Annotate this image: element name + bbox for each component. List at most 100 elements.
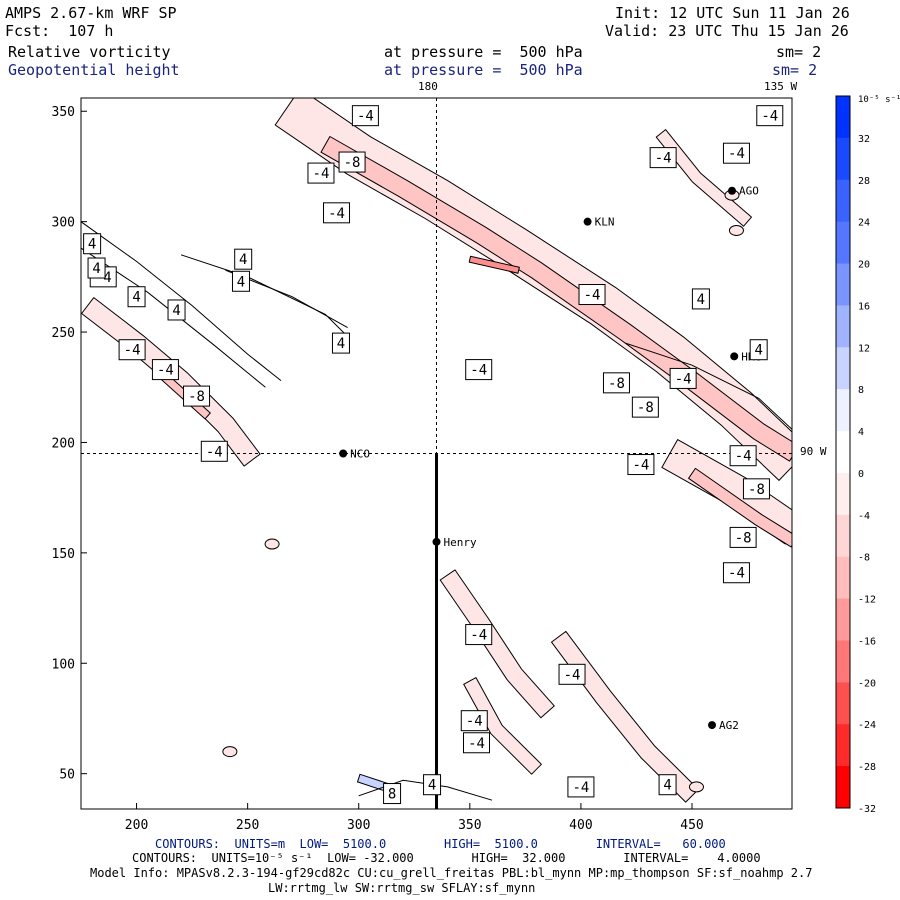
- contour-label-box: [383, 783, 402, 805]
- contour-label-box: [127, 286, 146, 308]
- colorbar-label: 12: [858, 343, 870, 354]
- contour-blob: [264, 538, 280, 550]
- contour-label-box: [749, 339, 768, 361]
- x-tick-label: 250: [236, 818, 259, 833]
- colorbar-segment: [836, 724, 850, 767]
- band-north-east: [655, 129, 752, 227]
- contour-label-box: [729, 445, 757, 467]
- contour-label-box: [669, 367, 697, 389]
- colorbar-segment: [836, 598, 850, 641]
- contour-label-box: [183, 385, 211, 407]
- contour-label-box: [338, 151, 366, 173]
- station-dot: [708, 721, 717, 730]
- contour-label-box: [465, 359, 493, 381]
- x-tick-label: 450: [680, 818, 703, 833]
- positive-contour: [625, 342, 792, 431]
- contour-label-box: [151, 359, 179, 381]
- colorbar-segment: [836, 514, 850, 558]
- contour-label-box: [602, 372, 630, 394]
- field1-name: Relative vorticity: [8, 43, 171, 61]
- station-label: AGO: [739, 185, 759, 198]
- contour-label-box: [323, 202, 351, 224]
- contour-label: -8: [608, 376, 625, 392]
- y-tick-label: 300: [52, 216, 75, 231]
- contour-blob: [688, 781, 704, 793]
- colorbar-segment: [836, 431, 850, 474]
- field2-smoothing: sm= 2: [772, 61, 818, 79]
- contour-label: 4: [88, 237, 96, 253]
- contour-label: 4: [697, 292, 705, 308]
- contour-label: -8: [344, 155, 361, 171]
- colorbar-label: 4: [858, 427, 864, 438]
- contour-label: -8: [748, 482, 765, 498]
- colorbar-label: -28: [858, 762, 876, 773]
- contour-label-box: [742, 478, 770, 500]
- colorbar-label: -8: [858, 553, 870, 564]
- contour-label-box: [87, 257, 106, 279]
- station-label: AG2: [719, 719, 739, 732]
- contour-label-box: [658, 774, 677, 796]
- colorbar-segment: [836, 96, 850, 139]
- colorbar-label: -4: [858, 511, 870, 522]
- contour-label: -4: [357, 109, 374, 125]
- colorbar-label: 32: [858, 134, 870, 145]
- station-dot: [583, 217, 592, 226]
- contour-label: 4: [237, 274, 245, 290]
- contour-label: -4: [728, 566, 745, 582]
- y-tick-label: 200: [52, 436, 75, 451]
- colorbar-label: 8: [858, 385, 864, 396]
- contour-label: -4: [466, 714, 483, 730]
- contour-label: -4: [206, 444, 223, 460]
- footer-physics-info: LW:rrtmg_lw SW:rrtmg_sw SFLAY:sf_mynn: [268, 881, 536, 895]
- contour-label: 4: [132, 290, 140, 306]
- y-tick-label: 50: [59, 768, 75, 783]
- colorbar-segment: [836, 682, 850, 725]
- colorbar-label: 24: [858, 218, 870, 229]
- band-main-core: [468, 255, 520, 274]
- contour-label: -4: [675, 371, 692, 387]
- contour-label-box: [567, 776, 595, 798]
- contour-label-box: [756, 105, 784, 127]
- contour-label: 8: [388, 787, 396, 803]
- colorbar-unit: 10⁻⁵ s⁻¹: [858, 95, 900, 105]
- colorbar-segment: [836, 472, 850, 516]
- contour-label: 4: [663, 778, 671, 794]
- colorbar-segment: [836, 179, 850, 223]
- contour-label-box: [351, 105, 379, 127]
- init-time: Init: 12 UTC Sun 11 Jan 26: [615, 4, 850, 22]
- y-tick-label: 100: [52, 657, 75, 672]
- footer-vorticity-contours: CONTOURS: UNITS=10⁻⁵ s⁻¹ LOW= -32.000 HI…: [132, 851, 761, 865]
- contour-label-box: [627, 454, 655, 476]
- contour-label-box: [83, 233, 102, 255]
- contour-blob: [222, 746, 238, 758]
- x-tick-label: 400: [569, 818, 592, 833]
- plot-frame: [80, 97, 793, 810]
- contour-label: -4: [564, 667, 581, 683]
- contour-label: -4: [470, 628, 487, 644]
- footer-height-contours: CONTOURS: UNITS=m LOW= 5100.0 HIGH= 5100…: [155, 837, 726, 851]
- contour-label-box: [462, 732, 490, 754]
- station-dot: [339, 449, 348, 458]
- contour-blob: [728, 224, 744, 236]
- contour-label-box: [231, 270, 250, 292]
- positive-contour: [180, 254, 348, 337]
- contour-label-box: [423, 774, 442, 796]
- contour-label-box: [558, 663, 586, 685]
- lon-180-label: 180: [418, 80, 438, 93]
- y-tick-label: 250: [52, 326, 75, 341]
- contour-label-box: [200, 440, 228, 462]
- contour-label: -4: [761, 109, 778, 125]
- contour-label-box: [234, 248, 253, 270]
- contour-label: -4: [470, 363, 487, 379]
- contour-label: -4: [124, 343, 141, 359]
- contour-label: -4: [632, 458, 649, 474]
- contour-label-box: [722, 562, 750, 584]
- contour-label-box: [465, 624, 493, 646]
- contour-label-box: [331, 332, 350, 354]
- contour-label: -4: [728, 146, 745, 162]
- contour-label: 4: [754, 343, 762, 359]
- contour-label: 4: [428, 778, 436, 794]
- contour-label: -8: [637, 400, 654, 416]
- model-title: AMPS 2.67-km WRF SP: [5, 4, 177, 22]
